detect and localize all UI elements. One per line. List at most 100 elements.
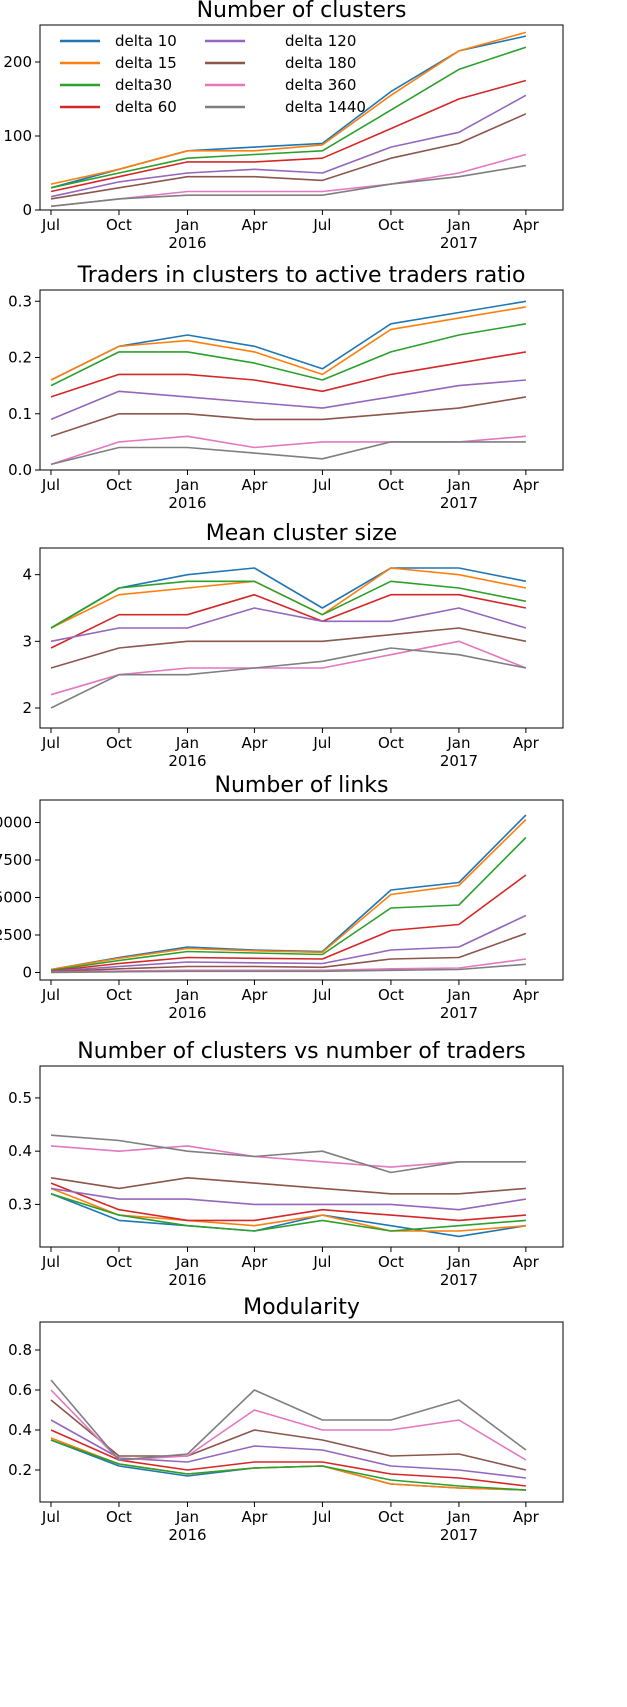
- legend-label-delta-60: delta 60: [115, 98, 177, 116]
- series-line-delta-15: [50, 1187, 526, 1232]
- chart-panel-2: Traders in clusters to active traders ra…: [8, 263, 564, 512]
- x-tick-label-jan: Jan: [446, 734, 470, 752]
- x-tick-label-apr: Apr: [513, 734, 540, 752]
- x-tick-label-jul: Jul: [41, 476, 60, 494]
- x-year-label-2016: 2016: [168, 1271, 206, 1289]
- chart-title-2: Traders in clusters to active traders ra…: [77, 263, 526, 288]
- y-tick-label-100: 100: [3, 127, 32, 145]
- series-line-delta-360: [50, 435, 526, 466]
- y-tick-label-0-4: 0.4: [8, 1421, 32, 1439]
- plot-frame-5: [39, 1065, 564, 1248]
- x-year-label-2017: 2017: [440, 494, 478, 512]
- x-tick-label-jan: Jan: [446, 1253, 470, 1271]
- chart-panel-6: Modularity 0.2 0.4 0.6 0.8 Jul Oct Jan Apr Jul Oct…: [8, 1295, 564, 1544]
- x-tick-label-apr: Apr: [513, 1253, 540, 1271]
- x-year-label-2017: 2017: [440, 752, 478, 770]
- x-tick-label-jul: Jul: [41, 1253, 60, 1271]
- x-tick-label-oct: Oct: [378, 476, 404, 494]
- x-tick-label-jul: Jul: [41, 986, 60, 1004]
- plot-frame-1: [39, 24, 564, 211]
- x-year-label-2017: 2017: [440, 1004, 478, 1022]
- x-tick-label-oct: Oct: [106, 216, 132, 234]
- y-tick-label-2: 2: [22, 699, 32, 717]
- series-line-delta-60: [50, 593, 527, 649]
- series-line-delta-60: [50, 351, 527, 398]
- series-line-delta-10: [50, 300, 527, 381]
- series-line-delta-120: [50, 607, 527, 643]
- x-tick-label-jan: Jan: [446, 476, 470, 494]
- series-line-delta-1440: [50, 647, 527, 709]
- series-line-delta30: [50, 1193, 526, 1232]
- series-line-delta-1440: [50, 1379, 527, 1461]
- x-tick-label-apr: Apr: [241, 986, 268, 1004]
- x-tick-label-jan: Jan: [175, 216, 199, 234]
- x-tick-label-jan: Jan: [175, 986, 199, 1004]
- x-year-label-2016: 2016: [168, 494, 206, 512]
- x-tick-label-apr: Apr: [513, 986, 540, 1004]
- series-line-delta-60: [50, 1182, 526, 1222]
- y-tick-label-0-3: 0.3: [8, 292, 32, 310]
- chart-title-1: Number of clusters: [197, 0, 407, 23]
- chart-title-3: Mean cluster size: [206, 521, 397, 546]
- y-tick-label-0-8: 0.8: [8, 1341, 32, 1359]
- x-tick-label-jul: Jul: [312, 1253, 331, 1271]
- x-tick-label-jul: Jul: [41, 734, 60, 752]
- y-tick-label-0-3: 0.3: [8, 1195, 32, 1213]
- series-line-delta30: [50, 1439, 526, 1491]
- x-tick-label-oct: Oct: [378, 986, 404, 1004]
- x-tick-label-apr: Apr: [513, 1508, 540, 1526]
- y-tick-label-7500: 7500: [0, 851, 32, 869]
- series-line-delta-60: [50, 874, 527, 972]
- series-line-delta-120: [50, 914, 527, 973]
- x-tick-label-apr: Apr: [241, 1508, 268, 1526]
- x-tick-label-oct: Oct: [378, 1253, 404, 1271]
- series-line-delta-120: [50, 379, 526, 421]
- x-tick-label-apr: Apr: [513, 476, 540, 494]
- series-line-delta-120: [50, 1419, 526, 1479]
- legend-label-delta-1440: delta 1440: [285, 98, 366, 116]
- y-tick-label-0-1: 0.1: [8, 405, 32, 423]
- chart-panel-1: Number of clusters 0 100 200 Jul Oct Jan Apr Jul…: [3, 0, 564, 252]
- x-year-label-2017: 2017: [440, 1526, 478, 1544]
- series-line-delta-15: [50, 306, 527, 381]
- series-line-delta-15: [50, 31, 527, 185]
- y-tick-label-0-2: 0.2: [8, 1461, 32, 1479]
- series-line-delta-10: [50, 814, 527, 971]
- x-tick-label-jul: Jul: [312, 986, 331, 1004]
- x-tick-label-jul: Jul: [312, 734, 331, 752]
- x-tick-label-jul: Jul: [41, 216, 60, 234]
- plot-frame-4: [39, 799, 564, 981]
- x-tick-label-jan: Jan: [446, 1508, 470, 1526]
- x-tick-label-apr: Apr: [241, 1253, 268, 1271]
- y-tick-label-0: 0: [22, 964, 32, 982]
- y-tick-label-3: 3: [22, 632, 32, 650]
- y-tick-label-10000: 10000: [0, 814, 32, 832]
- series-line-delta30: [50, 46, 527, 189]
- series-line-delta30: [50, 323, 527, 387]
- series-line-delta-1440: [50, 963, 526, 974]
- x-year-label-2017: 2017: [440, 234, 478, 252]
- x-tick-label-oct: Oct: [106, 986, 132, 1004]
- series-line-delta-180: [50, 1177, 526, 1195]
- legend-label-delta-120: delta 120: [285, 32, 356, 50]
- y-tick-label-0-5: 0.5: [8, 1089, 32, 1107]
- series-line-delta-180: [50, 1399, 527, 1471]
- x-tick-label-jan: Jan: [175, 1508, 199, 1526]
- legend-label-delta-10: delta 10: [115, 32, 177, 50]
- x-tick-label-jan: Jan: [175, 1253, 199, 1271]
- plot-frame-2: [39, 289, 564, 471]
- series-line-delta-180: [50, 932, 527, 973]
- x-tick-label-jan: Jan: [175, 476, 199, 494]
- series-line-delta-15: [50, 818, 527, 971]
- x-year-label-2016: 2016: [168, 234, 206, 252]
- series-line-delta-1440: [50, 441, 526, 466]
- y-tick-label-0: 0: [22, 201, 32, 219]
- legend-label-delta-360: delta 360: [285, 76, 356, 94]
- chart-panel-5: Number of clusters vs number of traders 0…: [8, 1039, 564, 1289]
- x-tick-label-apr: Apr: [241, 216, 268, 234]
- series-line-delta-180: [50, 396, 527, 438]
- y-tick-label-200: 200: [3, 53, 32, 71]
